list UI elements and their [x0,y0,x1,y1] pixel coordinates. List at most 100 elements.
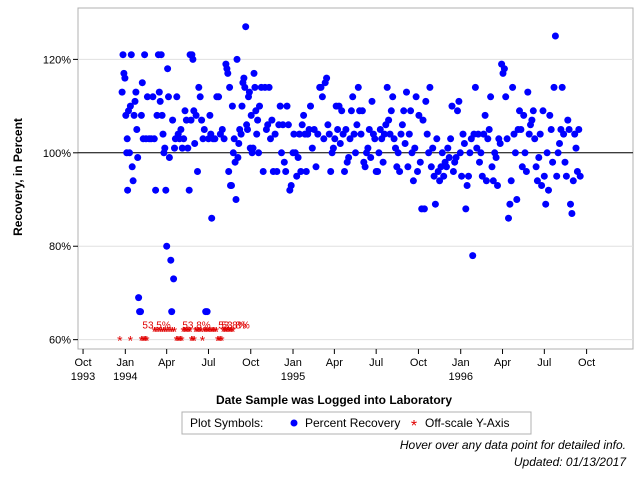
data-point [445,154,453,161]
data-point [282,168,290,175]
data-point [325,130,333,138]
data-point [477,149,485,157]
y-tick-label: 80% [49,241,71,253]
data-point [323,74,331,82]
offscale-point: * [225,323,231,339]
data-point [233,55,241,63]
data-point [394,149,402,157]
data-point [452,154,460,161]
data-point [156,97,164,105]
data-point [455,97,463,105]
data-point [390,135,398,143]
data-point [411,144,419,152]
data-point [318,93,326,101]
data-point [520,111,528,119]
data-point [528,116,536,124]
data-point [385,116,393,124]
y-tick-label: 120% [43,54,71,66]
data-point [283,102,291,110]
data-point [473,144,481,152]
offscale-point: * [193,323,199,339]
data-point [380,130,388,138]
data-point [389,93,397,101]
data-point [476,158,483,166]
data-point [164,65,172,73]
data-point [400,107,408,115]
offscale-label: 53.8% [182,320,210,331]
offscale-point: * [159,323,165,339]
offscale-point: * [157,323,163,339]
offscale-point: * [161,323,167,339]
offscale-point: * [197,323,203,339]
data-point [425,149,433,157]
data-point [387,107,395,115]
data-point [134,154,142,161]
data-point [196,93,204,101]
y-tick-label: 60% [49,335,71,347]
x-tick-year-label: 1996 [448,371,472,383]
data-point [294,154,302,161]
data-point [474,130,482,138]
data-point [513,196,521,203]
offscale-point: * [229,323,235,339]
data-point [189,55,197,63]
offscale-point: * [215,333,221,349]
x-tick-label: Oct [410,357,427,369]
data-point [152,186,160,194]
offscale-point: * [187,323,193,339]
data-point [576,172,584,180]
data-point [480,130,488,138]
data-point [440,172,448,180]
data-point [398,121,406,129]
data-point [324,121,332,129]
data-point [412,93,420,101]
offscale-point: * [185,323,191,339]
data-point [341,168,348,175]
plot-frame [77,7,634,350]
data-point [465,172,472,180]
data-point [349,93,357,101]
data-point [252,107,260,115]
data-point [506,200,514,208]
data-point [510,130,518,138]
data-point [396,168,404,175]
offscale-annotations: 53.5% 53.8% 53.8%53.8% [142,320,249,331]
data-point [361,163,369,171]
data-point [415,111,423,119]
data-point [516,107,523,115]
data-point [466,149,474,157]
x-tick-label: Jan [116,357,134,369]
data-point [500,65,508,73]
data-point [253,130,261,138]
data-point [507,177,515,185]
legend-label-percent-recovery: Percent Recovery [305,416,400,430]
data-point [551,32,559,40]
data-point [564,116,572,124]
offscale-point: * [201,323,207,339]
data-point [161,144,169,152]
offscale-point: * [186,323,192,339]
data-point [138,79,146,87]
data-point [482,177,490,185]
data-point [342,126,350,133]
data-point [153,111,161,119]
data-point [163,242,171,250]
offscale-label: 53.8% [221,320,249,331]
data-point [539,107,547,115]
data-point [331,135,339,143]
data-point [295,130,303,138]
data-point [420,205,428,213]
data-point [542,200,550,208]
data-point [133,126,141,133]
data-point [312,163,320,171]
data-point [150,135,158,143]
data-point [206,111,214,119]
data-point [416,158,424,166]
y-tick-label: 100% [43,148,71,160]
data-point [327,168,335,175]
offscale-point: * [143,333,149,349]
data-point [198,116,206,124]
data-point [538,182,546,189]
offscale-point: * [164,323,170,339]
